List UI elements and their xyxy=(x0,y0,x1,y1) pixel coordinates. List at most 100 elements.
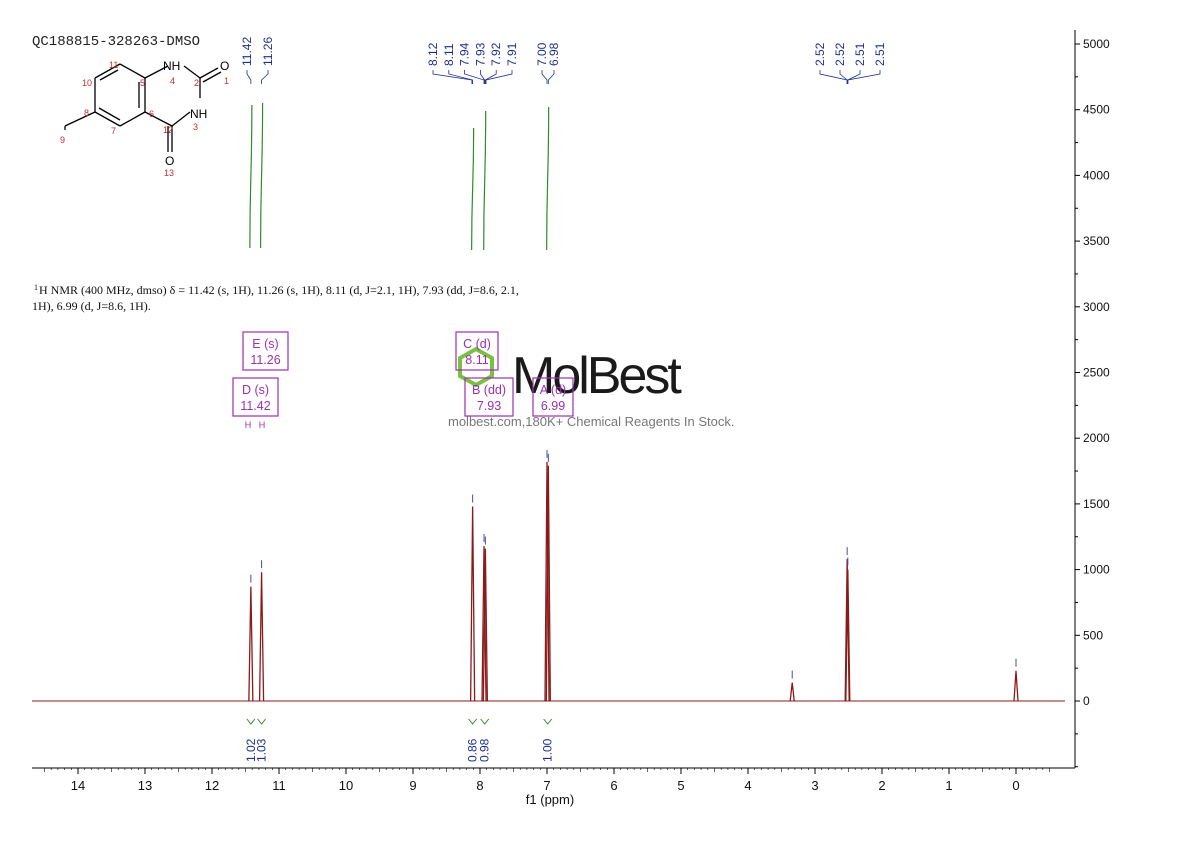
ring-num-6: 6 xyxy=(149,109,154,119)
x-tick-label: 1 xyxy=(945,778,952,793)
atom-nh-4: NH xyxy=(163,59,180,73)
peak-shift-label: 11.26 xyxy=(261,37,275,66)
y-tick-label: 3500 xyxy=(1083,234,1110,248)
integral-value: 1.00 xyxy=(541,738,555,762)
spectrum-peak xyxy=(469,506,476,702)
structure-labels: NH 4 O 1 NH 3 O 13 9 11 10 8 7 6 5 2 12 xyxy=(60,59,229,178)
multiplet-letter: C (d) xyxy=(463,337,491,351)
integral-value: 0.98 xyxy=(478,738,492,762)
nmr-description: 1 H NMR (400 MHz, dmso) δ = 11.42 (s, 1H… xyxy=(32,283,519,313)
multiplet-letter: B (dd) xyxy=(472,383,506,397)
ring-num-11: 11 xyxy=(109,60,118,70)
sample-id: QC188815-328263-DMSO xyxy=(32,34,200,50)
atom-num-1: 1 xyxy=(224,76,229,86)
peak-shift-label: 8.11 xyxy=(442,43,456,66)
peak-label-leader xyxy=(847,70,861,84)
peak-label-leader xyxy=(448,70,474,84)
multiplet-box: C (d) 8.11 xyxy=(455,331,499,371)
watermark: MolBest molbest.com,180K+ Chemical Reage… xyxy=(448,346,735,429)
multiplet-rect xyxy=(455,331,499,371)
spectrum-peak xyxy=(481,545,487,702)
atom-num-13: 13 xyxy=(164,168,174,178)
multiplet-shift: 11.26 xyxy=(250,353,280,367)
x-tick-label: 4 xyxy=(744,778,751,793)
ring-num-2: 2 xyxy=(194,78,199,88)
x-tick-label: 9 xyxy=(409,778,416,793)
spectrum-peak xyxy=(789,682,795,702)
peak-label-leader xyxy=(246,70,252,84)
multiplet-letter: D (s) xyxy=(242,383,269,397)
peak-shift-label: 7.92 xyxy=(489,42,503,66)
integral-curve xyxy=(249,104,253,249)
peak-label-leader xyxy=(480,70,486,84)
multiplet-box: B (dd) 7.93 xyxy=(464,377,514,417)
atom-nh-3: NH xyxy=(190,107,207,121)
integral-value: 0.86 xyxy=(466,738,480,762)
x-tick-label: 2 xyxy=(878,778,885,793)
y-tick-label: 1500 xyxy=(1083,497,1110,511)
spectrum-peak xyxy=(258,572,265,702)
multiplet-shift: 11.42 xyxy=(240,399,270,413)
spectrum-peak xyxy=(544,461,550,702)
multiplet-rect xyxy=(464,377,514,417)
multiplet-letter: A (d) xyxy=(540,383,566,397)
y-tick-label: 4000 xyxy=(1083,168,1110,182)
spectrum-peak xyxy=(845,569,851,702)
integral-value: 1.03 xyxy=(255,738,269,762)
ring-num-5: 5 xyxy=(140,78,145,88)
integral-bracket xyxy=(246,718,256,725)
plot-area: 5000450040003500300025002000150010005000… xyxy=(32,30,1110,793)
x-tick-label: 5 xyxy=(677,778,684,793)
peak-label-leader xyxy=(261,70,269,84)
integral-bracket xyxy=(480,718,490,725)
peak-shift-label: 6.98 xyxy=(547,42,561,66)
multiplet-h-marker: H xyxy=(259,420,266,430)
multiplet-rect xyxy=(532,377,574,417)
watermark-hexagon-icon xyxy=(458,346,494,388)
ring-num-8: 8 xyxy=(84,108,89,118)
peak-shift-label: 2.52 xyxy=(813,42,827,66)
nmr-superscript: 1 xyxy=(34,283,38,292)
y-tick-label: 5000 xyxy=(1083,37,1110,51)
x-tick-label: 0 xyxy=(1012,778,1019,793)
atom-o-1: O xyxy=(220,59,229,73)
integral-value: 1.02 xyxy=(244,738,258,762)
integral-bracket xyxy=(257,718,266,725)
spectrum-peak xyxy=(545,465,551,702)
chemical-structure xyxy=(64,63,222,152)
multiplet-shift: 7.93 xyxy=(477,399,501,413)
peak-label-leader xyxy=(541,70,548,84)
peak-shift-label: 2.52 xyxy=(833,42,847,66)
multiplet-box: D (s) 11.42 xyxy=(232,377,279,417)
y-tick-label: 4500 xyxy=(1083,103,1110,117)
spectrum-peak xyxy=(1013,670,1019,702)
x-tick-label: 10 xyxy=(339,778,353,793)
multiplet-box: E (s) 11.26 xyxy=(242,331,289,371)
x-tick-label: 6 xyxy=(610,778,617,793)
peak-shift-label: 7.00 xyxy=(535,42,549,66)
peak-label-leader xyxy=(432,70,473,84)
peak-label-leader xyxy=(484,70,497,84)
peak-shift-label: 8.12 xyxy=(426,42,440,66)
atom-num-9: 9 xyxy=(60,135,65,145)
watermark-brand: MolBest xyxy=(512,347,682,405)
x-tick-label: 11 xyxy=(272,778,286,793)
nmr-description-line1: H NMR (400 MHz, dmso) δ = 11.42 (s, 1H),… xyxy=(39,283,519,297)
ring-num-12: 12 xyxy=(163,125,173,135)
x-tick-label: 12 xyxy=(205,778,219,793)
peak-shift-label: 7.94 xyxy=(458,42,472,66)
peak-label-leader xyxy=(464,70,485,84)
peak-label-leader xyxy=(847,70,881,84)
multiplet-rect xyxy=(232,377,279,417)
multiplet-h-marker: H xyxy=(245,420,252,430)
x-tick-label: 14 xyxy=(71,778,85,793)
atom-num-3: 3 xyxy=(193,122,198,132)
x-tick-label: 7 xyxy=(543,778,550,793)
peak-label-leader xyxy=(839,70,848,84)
integral-curve xyxy=(483,110,487,251)
watermark-tagline: molbest.com,180K+ Chemical Reagents In S… xyxy=(448,414,735,429)
multiplet-box: A (d) 6.99 xyxy=(532,377,574,417)
x-axis-label: f1 (ppm) xyxy=(526,792,574,807)
y-tick-label: 2500 xyxy=(1083,366,1110,380)
